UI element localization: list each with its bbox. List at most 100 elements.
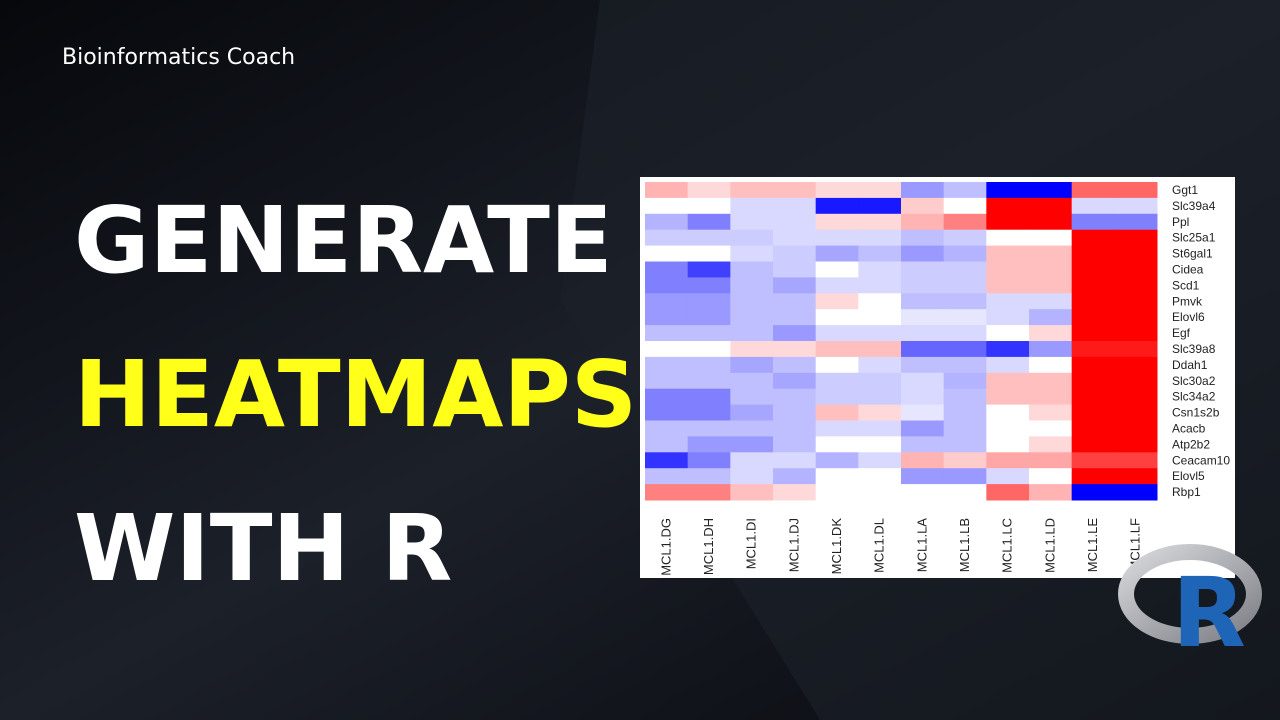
heatmap-cell (773, 452, 817, 469)
heatmap-cell (645, 245, 689, 262)
heatmap-cell (730, 420, 774, 437)
heatmap-cell (1029, 452, 1073, 469)
heatmap-cell (1114, 197, 1158, 215)
row-label: Pmvk (1172, 294, 1203, 308)
headline-line: GENERATE (74, 187, 613, 294)
heatmap-cell (986, 468, 1030, 485)
heatmap-cell (730, 372, 774, 390)
heatmap-cell (1029, 325, 1073, 342)
heatmap-cell (986, 484, 1030, 501)
heatmap-cell (687, 452, 731, 469)
row-label: Ddah1 (1172, 358, 1208, 372)
heatmap-cell (1071, 309, 1115, 326)
heatmap-cell (645, 261, 689, 278)
heatmap-cell (943, 182, 987, 199)
heatmap-cell (773, 309, 817, 326)
heatmap-cell (815, 388, 859, 406)
heatmap-cell (1071, 468, 1115, 485)
heatmap-cell (687, 468, 731, 485)
heatmap-cell (858, 197, 902, 215)
heatmap-cell (730, 309, 774, 326)
heatmap-cell (1114, 372, 1158, 390)
heatmap-cell (1029, 484, 1073, 501)
heatmap-cell (687, 309, 731, 326)
heatmap-cell (730, 213, 774, 231)
heatmap-cell (730, 404, 774, 421)
heatmap-cell (943, 484, 987, 501)
heatmap-cell (815, 356, 859, 374)
heatmap-cell (901, 484, 945, 501)
heatmap-cell (773, 356, 817, 374)
heatmap-cell (858, 484, 902, 501)
heatmap-cell (943, 420, 987, 437)
heatmap-cell (645, 356, 689, 374)
heatmap-cell (645, 341, 689, 358)
column-label: MCL1.DK (829, 518, 844, 575)
heatmap-cell (1114, 356, 1158, 374)
heatmap-cell (943, 309, 987, 326)
heatmap-cell (943, 356, 987, 374)
heatmap-cell (901, 372, 945, 390)
heatmap-cell (1114, 245, 1158, 262)
heatmap-cell (901, 197, 945, 215)
heatmap-cell (645, 229, 689, 247)
heatmap-cell (986, 356, 1030, 374)
heatmap-cell (858, 468, 902, 485)
column-label: MCL1.LA (914, 518, 929, 573)
heatmap-cell (1114, 182, 1158, 199)
heatmap-cell (943, 197, 987, 215)
heatmap-cell (1029, 277, 1073, 294)
heatmap-cell (1029, 420, 1073, 437)
heatmap-cell (730, 356, 774, 374)
heatmap-cell (901, 261, 945, 278)
heatmap-cell (1114, 468, 1158, 485)
heatmap-cell (1114, 325, 1158, 342)
heatmap-cell (730, 341, 774, 358)
heatmap-cell (1071, 245, 1115, 262)
heatmap-cell (730, 197, 774, 215)
heatmap-cell (687, 356, 731, 374)
heatmap-cell (901, 452, 945, 469)
heatmap-cell (773, 404, 817, 421)
r-logo-letter: R (1172, 557, 1246, 669)
heatmap-cell (1114, 420, 1158, 437)
heatmap-cell (1029, 436, 1073, 453)
heatmap-cell (858, 404, 902, 421)
heatmap-cell (815, 277, 859, 294)
heatmap-cell (1114, 484, 1158, 501)
heatmap-cell (901, 404, 945, 421)
row-label: Ggt1 (1172, 183, 1198, 197)
heatmap-cell (730, 325, 774, 342)
heatmap-cell (1114, 404, 1158, 421)
heatmap-cell (943, 213, 987, 231)
heatmap-cell (986, 452, 1030, 469)
headline-line: HEATMAPS (74, 341, 637, 448)
heatmap-cell (730, 182, 774, 199)
heatmap-cell (687, 213, 731, 231)
heatmap-cell (1071, 484, 1115, 501)
heatmap-cell (1029, 468, 1073, 485)
column-label: MCL1.LF (1128, 518, 1143, 572)
column-label: MCL1.DJ (786, 518, 801, 572)
row-label: Cidea (1172, 262, 1204, 276)
heatmap-cell (773, 484, 817, 501)
heatmap-cell (730, 261, 774, 278)
heatmap-cell (687, 197, 731, 215)
heatmap-cell (730, 229, 774, 247)
heatmap-cell (815, 436, 859, 453)
heatmap-cell (901, 356, 945, 374)
heatmap-cell (687, 325, 731, 342)
heatmap-cell (943, 436, 987, 453)
heatmap-cell (815, 293, 859, 310)
heatmap-cell (815, 452, 859, 469)
heatmap-cell (645, 197, 689, 215)
heatmap-cell (773, 213, 817, 231)
heatmap-cell (986, 245, 1030, 262)
heatmap-cell (943, 468, 987, 485)
heatmap-cell (645, 436, 689, 453)
heatmap-cell (1029, 293, 1073, 310)
row-label: Acacb (1172, 421, 1206, 435)
heatmap-cell (943, 245, 987, 262)
row-label: Ceacam10 (1172, 453, 1230, 467)
